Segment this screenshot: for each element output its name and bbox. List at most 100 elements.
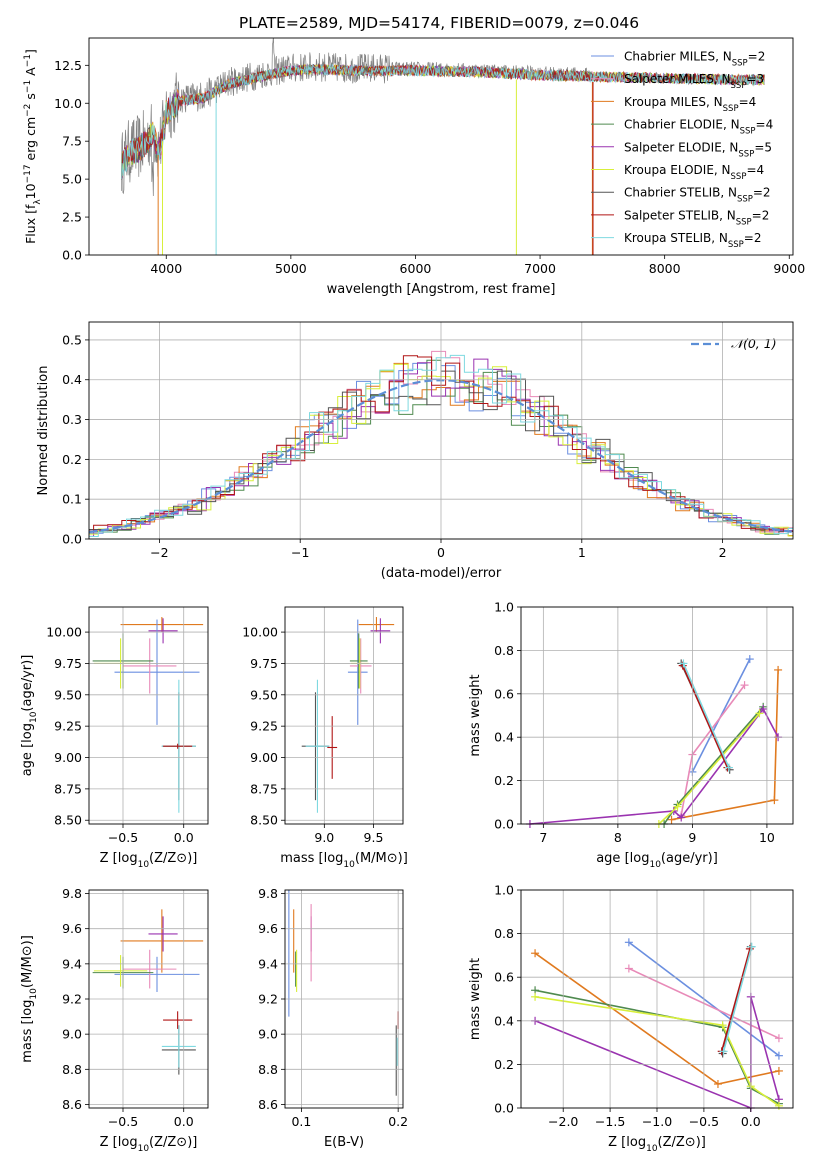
weight-series-line <box>534 996 780 1107</box>
mass-vs-EBV-xlabel: E(B-V) <box>324 1135 364 1150</box>
x-tick-label: 9 <box>688 830 696 845</box>
y-tick-label: 8.8 <box>62 1062 82 1077</box>
error-bar-point <box>327 716 338 779</box>
weight-marker <box>770 796 779 805</box>
y-tick-label: 9.2 <box>62 992 82 1007</box>
residuals-ylabel: Normed distribution <box>36 366 51 496</box>
weight-marker <box>667 815 676 824</box>
x-tick-label: −1.5 <box>595 1114 625 1129</box>
weight-marker <box>673 802 682 811</box>
y-tick-label: 2.5 <box>62 210 82 225</box>
error-bar-point <box>349 638 372 694</box>
y-tick-label: 0.2 <box>62 452 82 467</box>
weight-marker <box>759 704 768 713</box>
x-tick-label: 6000 <box>400 261 432 276</box>
mass-vs-EBV-frame <box>284 889 404 1109</box>
age-vs-mass-panel: mass [log10(M/M⊙)] <box>280 617 408 870</box>
age-vs-mass-frame <box>284 606 404 825</box>
x-tick-label: 5000 <box>275 261 307 276</box>
y-tick-label: 9.25 <box>54 719 82 734</box>
x-tick-label: 10 <box>759 830 775 845</box>
y-tick-label: 0.0 <box>494 817 514 832</box>
age-vs-Z-axes: −0.5 0.0 8.50 8.75 9.00 9.25 9.50 9.75 10.00 <box>46 607 208 845</box>
mass-vs-EBV-panel: E(B-V) <box>288 890 399 1150</box>
spectrum-xlabel: wavelength [Angstrom, rest frame] <box>327 282 556 297</box>
error-bar-point <box>114 956 200 992</box>
legend-label: Chabrier STELIB, NSSP=2 <box>624 186 771 205</box>
weight-marker <box>718 1021 727 1030</box>
y-tick-label: 10.0 <box>54 96 82 111</box>
mass-vs-Z-xlabel: Z [log10(Z/Z⊙)] <box>100 1135 198 1154</box>
x-tick-label: 8 <box>614 830 622 845</box>
error-bar-point <box>123 949 177 989</box>
y-tick-label: 7.5 <box>62 134 82 149</box>
legend-label: Kroupa ELODIE, NSSP=4 <box>624 163 764 182</box>
weight-series-line <box>722 946 753 1052</box>
age-vs-Z-xlabel: Z [log10(Z/Z⊙)] <box>100 851 198 870</box>
x-tick-label: 0.1 <box>291 1114 311 1129</box>
weight-marker <box>713 1080 722 1089</box>
spectrum-model-line <box>121 63 765 180</box>
spectrum-ylabel: Flux [fλ10−17 erg cm−2 s−1 A−1] <box>23 49 43 244</box>
y-tick-label: 9.4 <box>258 956 278 971</box>
y-tick-label: 8.6 <box>258 1097 278 1112</box>
y-tick-label: 1.0 <box>494 883 514 898</box>
y-tick-label: 0.4 <box>494 1013 514 1028</box>
x-tick-label: −1 <box>291 545 309 560</box>
x-tick-label: −1.0 <box>642 1114 672 1129</box>
residuals-frame <box>88 321 794 540</box>
spectrum-plot-area <box>121 38 765 255</box>
y-tick-label: 9.00 <box>250 750 278 765</box>
legend-label: Chabrier MILES, NSSP=2 <box>624 50 765 69</box>
x-tick-label: 0.0 <box>741 1114 761 1129</box>
error-bar-point <box>347 619 368 725</box>
y-tick-label: 9.25 <box>250 719 278 734</box>
weight-marker <box>740 681 749 690</box>
mass-vs-EBV-plot-area <box>288 890 399 1096</box>
age-vs-Z-panel: Z [log10(Z/Z⊙)] age [log10(age/yr)] <box>20 617 204 870</box>
weight-marker <box>755 709 764 718</box>
weight-vs-age-ylabel: mass weight <box>468 674 483 756</box>
y-tick-label: 0.6 <box>494 686 514 701</box>
weight-series-line <box>720 948 751 1052</box>
y-tick-label: 9.8 <box>258 886 278 901</box>
age-vs-mass-axes: 9.0 9.5 8.50 8.75 9.00 9.25 9.50 9.75 10.00 <box>242 607 403 845</box>
y-tick-label: 0.4 <box>494 730 514 745</box>
weight-marker <box>774 1101 783 1110</box>
weight-marker <box>531 949 540 958</box>
y-tick-label: 9.6 <box>258 921 278 936</box>
y-tick-label: 8.8 <box>258 1062 278 1077</box>
figure-title: PLATE=2589, MJD=54174, FIBERID=0079, z=0… <box>239 14 639 32</box>
error-bar-point <box>163 1011 193 1029</box>
x-tick-label: 0.0 <box>174 830 194 845</box>
weight-marker <box>679 659 688 668</box>
x-tick-label: 9000 <box>773 261 805 276</box>
x-tick-label: −0.5 <box>689 1114 719 1129</box>
error-bar-point <box>305 679 330 813</box>
y-tick-label: 9.0 <box>62 1027 82 1042</box>
weight-marker <box>774 1034 783 1043</box>
weight-vs-age-plot-area <box>525 655 783 828</box>
weight-vs-age-panel: age [log10(age/yr)] mass weight <box>468 655 783 870</box>
age-vs-Z-ylabel: age [log10(age/yr)] <box>20 655 39 777</box>
y-tick-label: 0.8 <box>494 643 514 658</box>
weight-vs-age-xlabel: age [log10(age/yr)] <box>596 851 718 870</box>
legend-label: Salpeter MILES, NSSP=3 <box>624 72 764 91</box>
error-bar-point <box>114 619 200 725</box>
error-bar-point <box>120 909 204 973</box>
y-tick-label: 0.0 <box>494 1101 514 1116</box>
x-tick-label: 4000 <box>150 261 182 276</box>
y-tick-label: 8.6 <box>62 1097 82 1112</box>
y-tick-label: 0.5 <box>62 332 82 347</box>
weight-marker <box>624 938 633 947</box>
x-tick-label: 9.0 <box>314 830 334 845</box>
legend-label: Kroupa STELIB, NSSP=2 <box>624 231 762 250</box>
y-tick-label: 8.50 <box>250 813 278 828</box>
x-tick-label: 9.5 <box>364 830 384 845</box>
weight-marker <box>719 1047 728 1056</box>
age-vs-mass-xlabel: mass [log10(M/M⊙)] <box>280 851 408 870</box>
x-tick-label: 1 <box>578 545 586 560</box>
weight-marker <box>774 665 783 674</box>
weight-series-line <box>682 663 730 768</box>
